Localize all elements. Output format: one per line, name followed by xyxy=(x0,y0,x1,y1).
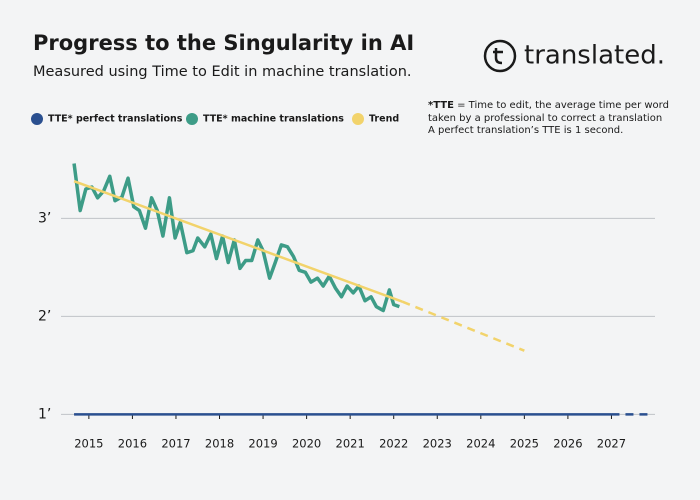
series-line xyxy=(72,163,400,313)
note-line: taken by a professional to correct a tra… xyxy=(428,113,662,124)
legend-marker xyxy=(352,113,364,125)
logo-glyph xyxy=(493,48,503,65)
x-tick-label: 2025 xyxy=(510,437,539,451)
legend-label: TTE* perfect translations xyxy=(48,114,183,125)
x-tick-label: 2018 xyxy=(205,437,234,451)
series-line xyxy=(401,300,525,352)
legend-label: TTE* machine translations xyxy=(203,114,344,125)
y-tick-label: 1’ xyxy=(38,406,51,422)
x-tick-label: 2021 xyxy=(336,437,365,451)
logo-icon xyxy=(483,39,517,73)
x-tick-label: 2026 xyxy=(553,437,582,451)
note-text: = Time to edit, the average time per wor… xyxy=(454,100,669,111)
y-tick-label: 3’ xyxy=(38,210,51,226)
x-tick-label: 2019 xyxy=(248,437,277,451)
x-tick-label: 2027 xyxy=(597,437,626,451)
x-tick-label: 2020 xyxy=(292,437,321,451)
logo: translated. xyxy=(483,39,665,73)
chart-title: Progress to the Singularity in AI xyxy=(33,31,414,55)
y-tick-label: 2’ xyxy=(38,308,51,324)
chart-subtitle: Measured using Time to Edit in machine t… xyxy=(33,64,412,80)
logo-text: translated. xyxy=(524,41,665,71)
note-line: A perfect translation’s TTE is 1 second. xyxy=(428,125,623,136)
x-tick-label: 2022 xyxy=(379,437,408,451)
series-line xyxy=(73,179,403,303)
note-key: *TTE xyxy=(428,100,454,111)
x-tick-label: 2015 xyxy=(74,437,103,451)
x-tick-label: 2016 xyxy=(118,437,147,451)
x-tick-label: 2017 xyxy=(161,437,190,451)
note-line: *TTE = Time to edit, the average time pe… xyxy=(428,100,669,111)
legend-marker xyxy=(186,113,198,125)
x-tick-label: 2023 xyxy=(423,437,452,451)
legend-marker xyxy=(31,113,43,125)
x-tick-label: 2024 xyxy=(466,437,495,451)
legend-label: Trend xyxy=(369,114,399,125)
